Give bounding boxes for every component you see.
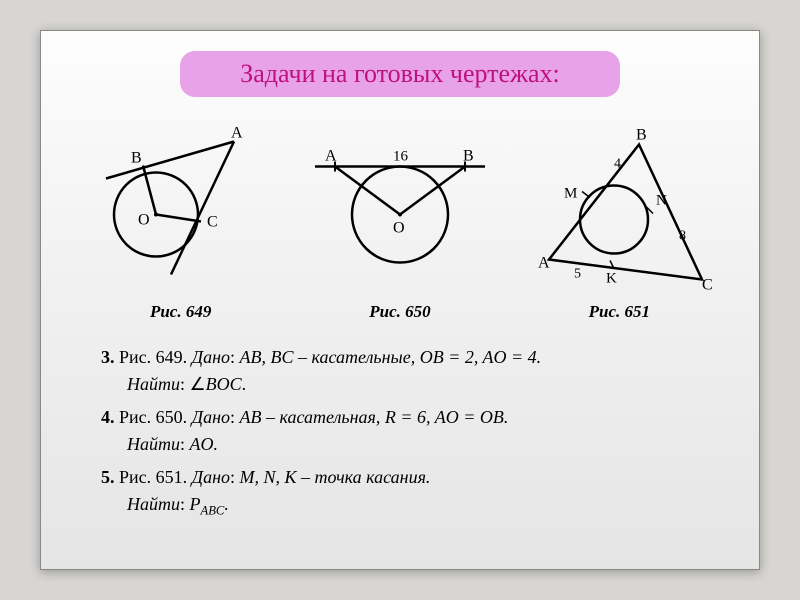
find-text: ∠BOC. bbox=[190, 374, 247, 394]
label-O: O bbox=[393, 220, 405, 237]
label-16: 16 bbox=[393, 149, 409, 165]
problem-ref: Рис. 650. bbox=[119, 407, 187, 427]
label-C: C bbox=[702, 277, 713, 294]
find-label: Найти bbox=[127, 494, 180, 514]
label-A: A bbox=[538, 255, 550, 272]
diagram-650: A B 16 O bbox=[295, 117, 505, 297]
find-label: Найти bbox=[127, 374, 180, 394]
title-banner: Задачи на готовых чертежах: bbox=[180, 51, 620, 97]
label-A: A bbox=[325, 148, 337, 165]
find-line: Найти: ∠BOC. bbox=[127, 371, 699, 398]
given-text: M, N, K – точка касания. bbox=[240, 467, 431, 487]
find-text: PABC. bbox=[190, 494, 229, 514]
given-label: Дано bbox=[192, 467, 230, 487]
find-line: Найти: PABC. bbox=[127, 491, 699, 520]
diagram-649: O A B C bbox=[76, 117, 286, 297]
problems-list: 3. Рис. 649. Дано: AB, BC – касательные,… bbox=[71, 344, 729, 520]
find-label: Найти bbox=[127, 434, 180, 454]
label-8: 8 bbox=[679, 229, 686, 244]
diagram-651: A B C M N K 4 8 5 bbox=[514, 117, 724, 297]
label-N: N bbox=[656, 193, 667, 209]
label-A: A bbox=[231, 125, 243, 142]
problem-5: 5. Рис. 651. Дано: M, N, K – точка касан… bbox=[101, 464, 699, 520]
label-C: C bbox=[207, 214, 218, 231]
given-label: Дано bbox=[192, 407, 230, 427]
given-text: AB – касательная, R = 6, AO = OB. bbox=[240, 407, 509, 427]
problem-ref: Рис. 651. bbox=[119, 467, 187, 487]
label-M: M bbox=[564, 186, 577, 202]
problem-num: 3. bbox=[101, 347, 115, 367]
caption-649: Рис. 649 bbox=[76, 302, 286, 322]
problem-4: 4. Рис. 650. Дано: AB – касательная, R =… bbox=[101, 404, 699, 458]
problem-ref: Рис. 649. bbox=[119, 347, 187, 367]
diagrams-row: O A B C A B 16 O bbox=[71, 117, 729, 297]
find-line: Найти: AO. bbox=[127, 431, 699, 458]
problem-num: 4. bbox=[101, 407, 115, 427]
label-5: 5 bbox=[574, 267, 581, 282]
label-B: B bbox=[463, 148, 474, 165]
caption-651: Рис. 651 bbox=[514, 302, 724, 322]
captions-row: Рис. 649 Рис. 650 Рис. 651 bbox=[71, 302, 729, 322]
label-K: K bbox=[606, 271, 617, 287]
find-text: AO. bbox=[190, 434, 219, 454]
problem-3: 3. Рис. 649. Дано: AB, BC – касательные,… bbox=[101, 344, 699, 398]
caption-650: Рис. 650 bbox=[295, 302, 505, 322]
label-O: O bbox=[138, 212, 150, 229]
slide-frame: Задачи на готовых чертежах: O A B C bbox=[40, 30, 760, 570]
given-label: Дано bbox=[192, 347, 230, 367]
problem-num: 5. bbox=[101, 467, 115, 487]
label-B: B bbox=[131, 150, 142, 167]
given-text: AB, BC – касательные, OB = 2, AO = 4. bbox=[240, 347, 542, 367]
label-B: B bbox=[636, 127, 647, 144]
label-4: 4 bbox=[614, 157, 621, 172]
